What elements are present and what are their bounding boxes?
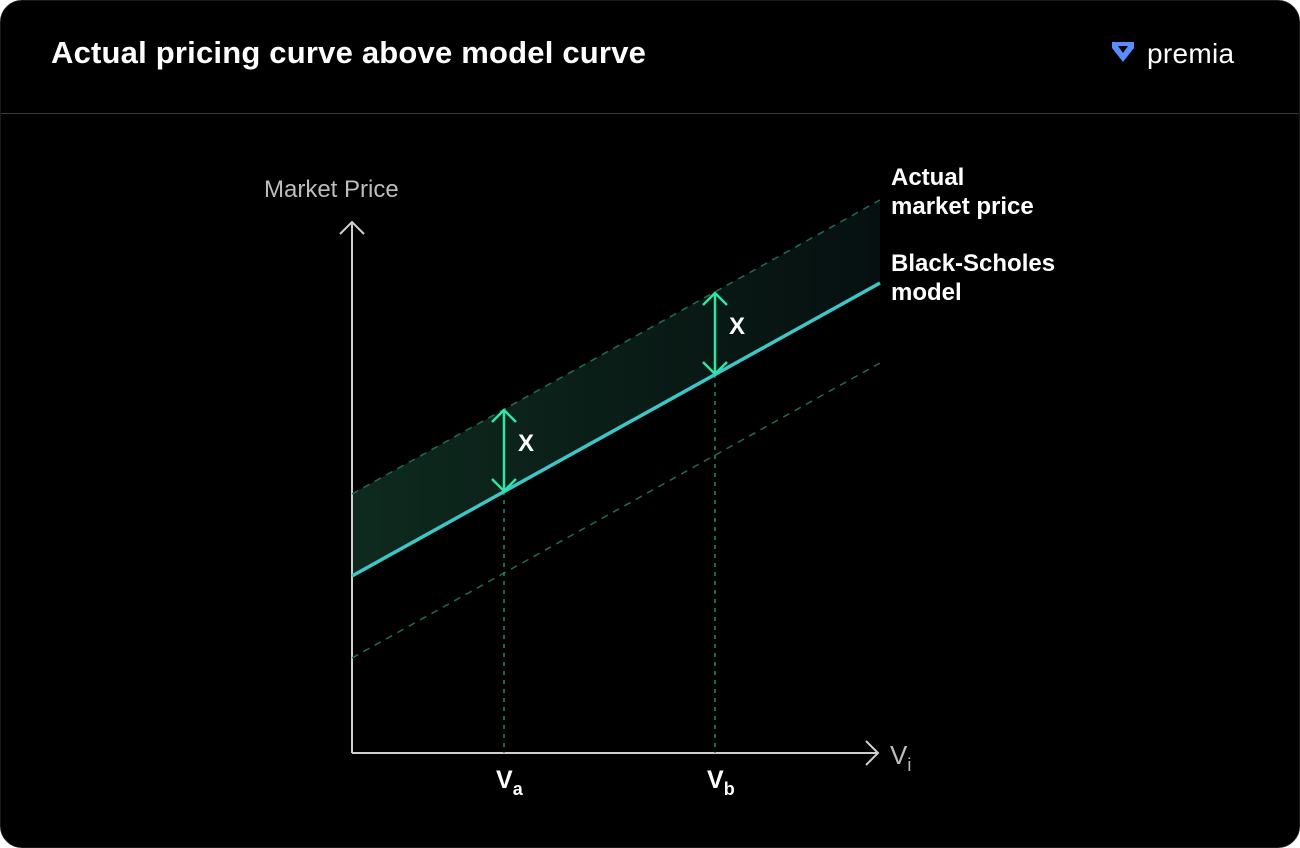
lower-bound-line — [351, 362, 881, 659]
gap-arrow-b — [702, 291, 728, 376]
x-axis-label: Vi — [890, 740, 911, 775]
brand-name: premia — [1147, 37, 1235, 69]
black-scholes-model-line — [351, 281, 881, 578]
gap-label-b: X — [729, 313, 745, 340]
tick-vb: Vb — [707, 766, 735, 799]
tick-vb-sub: b — [724, 779, 735, 799]
page-title: Actual pricing curve above model curve — [51, 35, 647, 70]
x-axis-arrowhead — [865, 740, 880, 766]
gap-label-a: X — [518, 430, 534, 457]
header: Actual pricing curve above model curve p… — [1, 1, 1299, 114]
tick-va-main: V — [496, 766, 513, 794]
tick-va: Va — [496, 766, 524, 799]
x-axis-label-main: V — [890, 740, 908, 770]
actual-price-label-line1: Actual — [891, 164, 964, 191]
actual-market-price-line — [351, 199, 881, 495]
x-axis-label-sub: i — [907, 755, 911, 775]
brand: premia — [1109, 37, 1234, 70]
price-gap-band — [352, 200, 880, 576]
y-axis-label: Market Price — [264, 176, 399, 203]
premia-logo-icon — [1109, 37, 1137, 70]
gap-arrow-a — [491, 408, 517, 493]
actual-price-label-line2: market price — [891, 193, 1034, 220]
model-label-line2: model — [891, 279, 962, 306]
y-axis-arrowhead — [339, 220, 365, 235]
model-label-line1: Black-Scholes — [891, 250, 1055, 277]
tick-vb-main: V — [707, 766, 724, 794]
tick-va-sub: a — [513, 779, 524, 799]
